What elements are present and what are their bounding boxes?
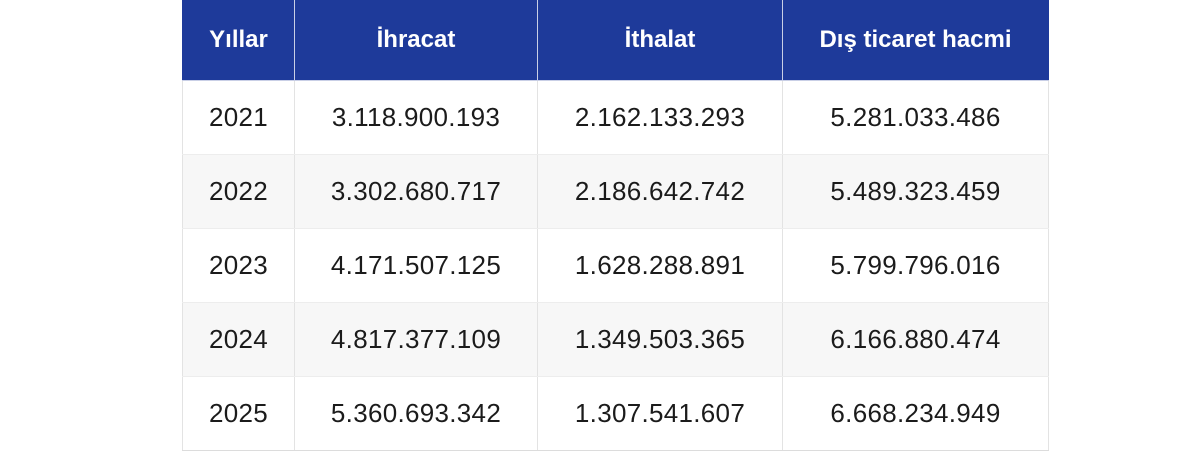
table-row: 2024 4.817.377.109 1.349.503.365 6.166.8… (182, 302, 1049, 377)
cell-export: 3.118.900.193 (294, 80, 538, 155)
cell-year: 2024 (182, 302, 295, 377)
cell-year: 2025 (182, 376, 295, 451)
header-cell-import: İthalat (537, 0, 783, 81)
trade-table-container: Yıllar İhracat İthalat Dış ticaret hacmi… (182, 0, 1049, 451)
header-cell-years: Yıllar (182, 0, 295, 81)
cell-year: 2023 (182, 228, 295, 303)
cell-volume: 6.166.880.474 (782, 302, 1049, 377)
trade-table: Yıllar İhracat İthalat Dış ticaret hacmi… (182, 0, 1049, 451)
cell-volume: 5.281.033.486 (782, 80, 1049, 155)
cell-import: 1.307.541.607 (537, 376, 783, 451)
table-row: 2025 5.360.693.342 1.307.541.607 6.668.2… (182, 376, 1049, 451)
cell-import: 1.349.503.365 (537, 302, 783, 377)
header-cell-export: İhracat (294, 0, 538, 81)
cell-export: 4.817.377.109 (294, 302, 538, 377)
cell-export: 4.171.507.125 (294, 228, 538, 303)
cell-year: 2022 (182, 154, 295, 229)
cell-import: 1.628.288.891 (537, 228, 783, 303)
cell-import: 2.162.133.293 (537, 80, 783, 155)
cell-volume: 5.489.323.459 (782, 154, 1049, 229)
table-row: 2023 4.171.507.125 1.628.288.891 5.799.7… (182, 228, 1049, 303)
table-row: 2021 3.118.900.193 2.162.133.293 5.281.0… (182, 80, 1049, 155)
header-row: Yıllar İhracat İthalat Dış ticaret hacmi (182, 0, 1049, 81)
cell-export: 5.360.693.342 (294, 376, 538, 451)
cell-import: 2.186.642.742 (537, 154, 783, 229)
cell-volume: 5.799.796.016 (782, 228, 1049, 303)
cell-export: 3.302.680.717 (294, 154, 538, 229)
cell-year: 2021 (182, 80, 295, 155)
table-row: 2022 3.302.680.717 2.186.642.742 5.489.3… (182, 154, 1049, 229)
cell-volume: 6.668.234.949 (782, 376, 1049, 451)
header-cell-volume: Dış ticaret hacmi (782, 0, 1049, 81)
